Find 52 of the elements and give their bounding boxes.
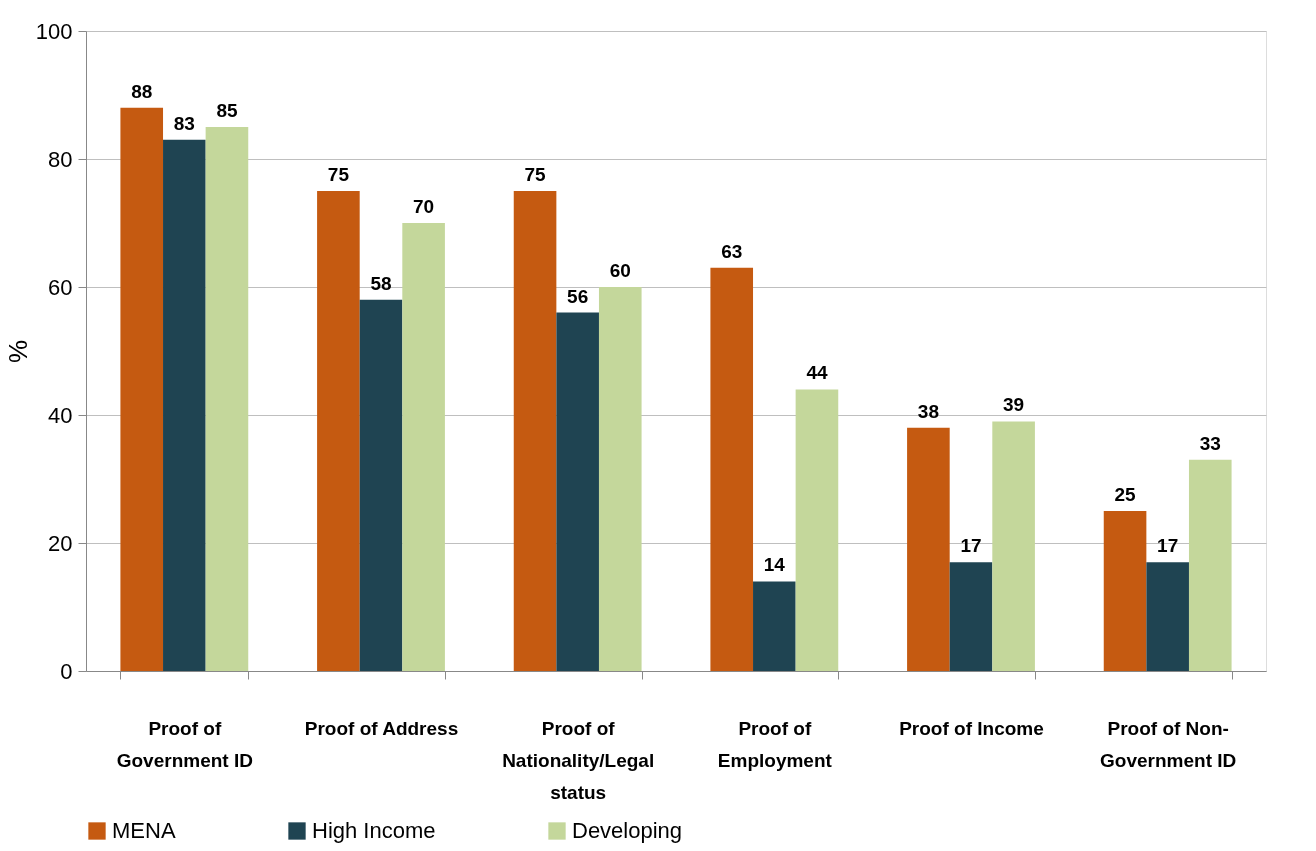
legend-label: Developing [572, 818, 683, 843]
legend-label: MENA [112, 818, 176, 843]
y-tick-label: 40 [48, 402, 73, 428]
x-tick-label: Proof of Non-Government ID [1100, 717, 1237, 771]
data-label: 83 [173, 112, 195, 134]
bar [710, 267, 754, 671]
y-tick-label: 20 [48, 530, 73, 556]
bar [317, 191, 360, 671]
y-tick-label: 80 [48, 146, 73, 172]
x-tick-label: Proof of Income [899, 717, 1044, 739]
y-axis-title: % [2, 339, 33, 364]
bar [1188, 459, 1232, 671]
x-tick-label: Proof of Employment [717, 717, 833, 771]
data-label: 14 [763, 554, 786, 576]
bar [598, 287, 642, 671]
data-label: 33 [1199, 432, 1221, 454]
data-label: 58 [370, 272, 392, 294]
bar [907, 427, 950, 671]
data-label: 38 [917, 400, 939, 422]
data-label: 39 [1003, 394, 1025, 416]
data-label: 63 [721, 240, 743, 262]
bar [753, 581, 796, 671]
bar [120, 107, 164, 671]
y-tick-label: 100 [35, 18, 73, 44]
data-label: 85 [216, 100, 238, 121]
data-label: 25 [1114, 484, 1137, 505]
data-label: 60 [609, 260, 631, 281]
bar [359, 299, 403, 671]
bar [795, 389, 839, 671]
bar [1146, 562, 1189, 671]
data-label: 17 [1157, 535, 1179, 557]
legend-label: High Income [312, 818, 436, 843]
bar [205, 127, 249, 671]
data-label: 70 [413, 196, 435, 217]
data-label: 56 [567, 285, 589, 307]
bar [1103, 511, 1147, 671]
bar [556, 312, 599, 671]
data-label: 17 [960, 535, 982, 557]
x-tick-label: Proof of Nationality/Legal status [502, 717, 655, 803]
data-label: 44 [806, 362, 828, 384]
x-tick-label: Proof of Government ID [116, 717, 253, 771]
bar [402, 223, 445, 671]
x-tick-label: Proof of Address [304, 717, 459, 739]
bar [163, 139, 206, 671]
data-label: 75 [524, 164, 547, 185]
bar [949, 562, 993, 671]
data-label: 88 [131, 80, 153, 102]
data-label: 75 [327, 164, 350, 185]
y-tick-label: 0 [60, 658, 73, 684]
y-tick-label: 60 [48, 274, 73, 300]
bar [992, 421, 1035, 671]
bar [513, 191, 557, 671]
